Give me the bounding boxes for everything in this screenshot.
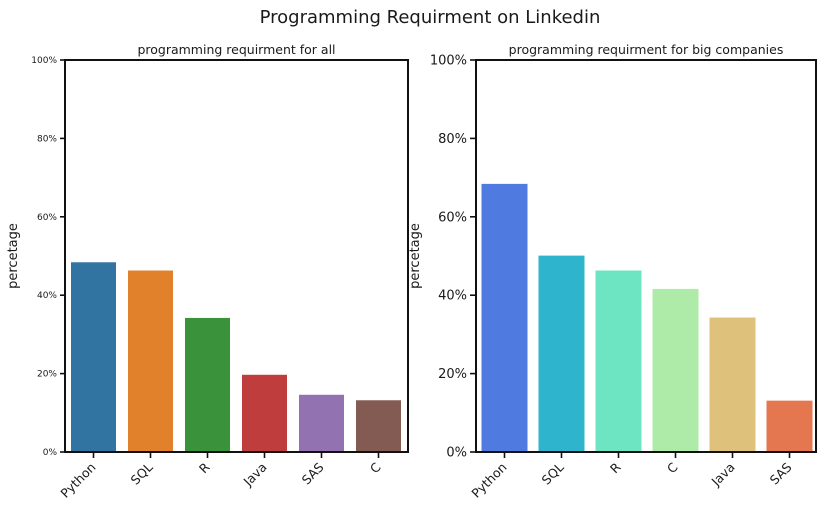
bar-sql	[128, 270, 173, 452]
x-tick-label: C	[367, 459, 384, 476]
bar-r	[185, 317, 230, 452]
x-tick-label: SQL	[539, 459, 567, 487]
x-tick-label: Java	[708, 460, 738, 490]
bar-python	[71, 262, 116, 452]
bar-r	[595, 270, 642, 452]
y-tick-label: 100%	[31, 56, 57, 66]
chart-panel-2: programming requirment for big companies…	[408, 42, 817, 501]
chart-panels: programming requirment for all 0% 20% 40% 60…	[6, 42, 817, 501]
y-tick-label: 60%	[438, 210, 467, 225]
bar-java	[242, 374, 287, 452]
y-tick-label: 100%	[430, 54, 467, 69]
y-axis-label: percetage	[408, 223, 423, 289]
axes-frame	[475, 59, 817, 453]
y-tick-label: 40%	[37, 291, 57, 301]
x-tick-label: R	[196, 459, 213, 476]
x-tick-label: SAS	[299, 459, 327, 487]
bar-sas	[766, 400, 813, 452]
subplot-title: programming requirment for all	[137, 42, 335, 57]
subplot-title: programming requirment for big companies	[509, 42, 784, 57]
x-tick-label: C	[664, 459, 681, 476]
x-tick-label: Python	[468, 460, 509, 501]
x-tick-label: Java	[240, 460, 270, 490]
y-tick-label: 0%	[446, 446, 467, 461]
y-tick-label: 20%	[438, 367, 467, 382]
bar-python	[481, 183, 528, 452]
y-tick-label: 60%	[37, 213, 57, 223]
figure-title: Programming Requirment on Linkedin	[260, 7, 601, 28]
y-tick-label: 20%	[37, 370, 57, 380]
x-tick-label: Python	[57, 460, 98, 501]
x-tick-label: SAS	[767, 459, 795, 487]
y-tick-label: 80%	[37, 134, 57, 144]
y-axis-label: percetage	[6, 223, 21, 289]
y-tick-label: 80%	[438, 132, 467, 147]
x-tick-label: SQL	[128, 459, 156, 487]
bar-java	[709, 317, 756, 452]
bar-sql	[538, 255, 585, 452]
x-tick-label: R	[607, 459, 624, 476]
axes-frame	[64, 59, 409, 453]
chart-panel-1: programming requirment for all 0% 20% 40% 60…	[6, 42, 409, 501]
bar-c	[652, 288, 699, 452]
y-tick-label: 0%	[43, 448, 58, 458]
bar-c	[356, 400, 401, 452]
y-tick-label: 40%	[438, 289, 467, 304]
bar-sas	[299, 394, 344, 452]
